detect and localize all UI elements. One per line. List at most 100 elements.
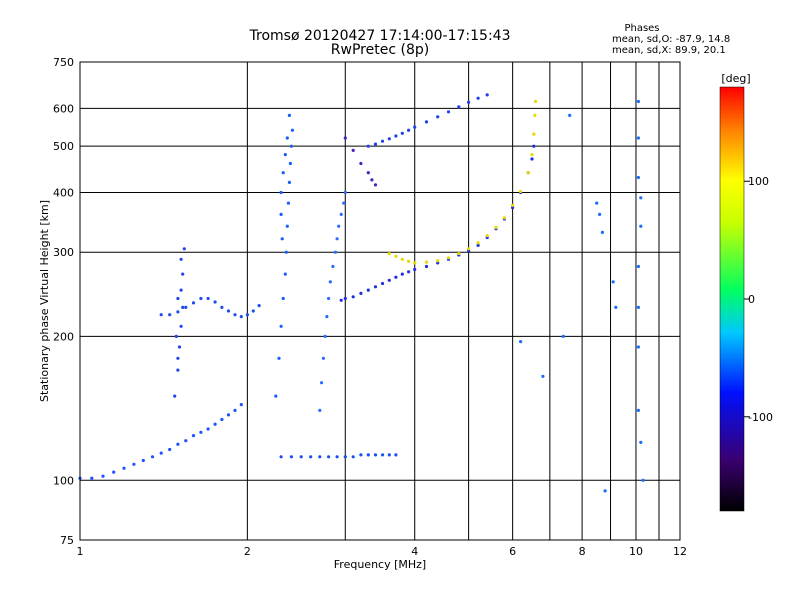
data-point — [387, 453, 391, 457]
data-point — [284, 250, 288, 254]
data-point — [639, 224, 643, 228]
data-point — [257, 304, 261, 308]
data-point — [526, 171, 530, 175]
data-point — [351, 295, 355, 299]
data-point — [366, 144, 370, 148]
data-point — [281, 171, 285, 175]
y-tick-label: 500 — [53, 140, 74, 153]
data-point — [510, 203, 515, 207]
data-point — [436, 261, 440, 265]
data-point — [359, 453, 363, 457]
data-point — [287, 180, 291, 184]
data-point — [359, 291, 363, 295]
data-point — [400, 272, 404, 276]
data-point — [394, 134, 398, 138]
data-point — [600, 230, 605, 234]
data-point — [366, 453, 370, 457]
data-point — [639, 196, 643, 200]
data-point — [510, 206, 515, 210]
data-point — [641, 478, 645, 482]
y-tick-label: 400 — [53, 186, 74, 199]
data-point — [561, 334, 565, 338]
x-tick-label: 4 — [411, 545, 418, 558]
y-tick-label: 200 — [53, 330, 74, 343]
data-point — [424, 264, 429, 269]
y-axis-label: Stationary phase Virtual Height [km] — [38, 200, 51, 402]
colorbar — [719, 86, 745, 512]
data-point — [485, 234, 489, 238]
data-point — [320, 381, 324, 385]
data-point — [184, 439, 188, 443]
plot-frame — [79, 61, 681, 541]
data-point — [366, 171, 370, 175]
x-tick-label: 8 — [579, 545, 586, 558]
data-point — [280, 237, 284, 241]
data-point — [327, 296, 331, 301]
data-point — [287, 113, 291, 117]
colorbar-tick-label: -100 — [748, 411, 773, 424]
data-point — [436, 259, 440, 263]
data-point — [283, 272, 287, 276]
data-point — [318, 455, 322, 459]
data-point — [387, 137, 391, 141]
data-point — [603, 489, 607, 493]
data-point — [179, 324, 183, 328]
data-point — [342, 201, 346, 205]
data-point — [251, 309, 255, 313]
x-tick-label: 10 — [629, 545, 643, 558]
data-point — [150, 455, 155, 459]
data-point — [159, 451, 163, 455]
x-tick-label: 12 — [673, 545, 687, 558]
data-point — [519, 340, 523, 344]
data-point — [598, 212, 602, 216]
chart-title: Tromsø 20120427 17:14:00-17:15:43 — [249, 28, 511, 44]
data-point — [245, 313, 249, 317]
data-point — [285, 136, 289, 140]
data-point — [400, 257, 404, 261]
data-point — [289, 144, 293, 148]
data-point — [387, 278, 391, 282]
data-point — [446, 256, 451, 260]
data-point — [636, 175, 641, 180]
x-tick-label: 6 — [509, 545, 516, 558]
data-point — [351, 148, 355, 152]
data-point — [174, 334, 178, 338]
y-tick-label: 750 — [53, 56, 74, 69]
colorbar-tick-label: 100 — [748, 175, 769, 188]
data-point — [321, 356, 325, 360]
data-point — [220, 417, 224, 422]
data-point — [141, 458, 145, 463]
grid-layer — [80, 62, 680, 540]
data-point — [335, 455, 339, 459]
y-tick-label: 600 — [53, 102, 74, 115]
data-point — [122, 466, 126, 470]
data-point — [279, 190, 283, 195]
data-point — [206, 427, 210, 431]
data-point — [639, 440, 643, 444]
data-point — [457, 252, 461, 256]
data-point — [339, 298, 343, 302]
data-point — [289, 455, 293, 459]
data-point — [279, 455, 283, 459]
data-point — [636, 408, 641, 412]
data-point — [239, 315, 243, 319]
x-tick-label: 2 — [244, 545, 251, 558]
data-point — [226, 413, 231, 417]
data-point — [168, 313, 172, 317]
data-point — [373, 142, 378, 146]
data-point — [181, 272, 185, 276]
data-point — [279, 324, 283, 328]
data-point — [328, 280, 332, 284]
data-point — [325, 315, 329, 319]
marks-layer — [78, 93, 645, 493]
data-point — [532, 144, 536, 148]
y-tick-label: 75 — [60, 534, 74, 547]
data-point — [636, 345, 641, 349]
data-point — [199, 430, 203, 434]
data-point — [179, 288, 183, 292]
data-point — [611, 280, 615, 284]
data-point — [173, 394, 177, 398]
data-point — [519, 189, 523, 194]
data-point — [182, 247, 186, 251]
